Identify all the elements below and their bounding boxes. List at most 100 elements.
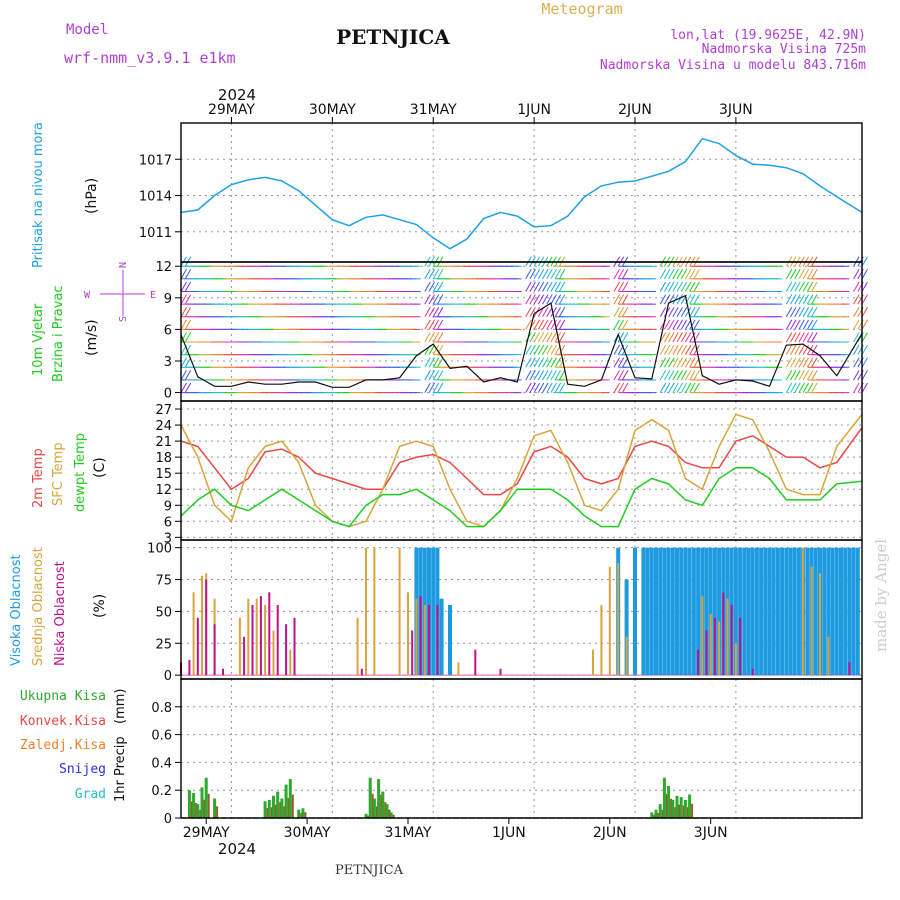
wind-arrow <box>659 344 667 355</box>
mid-cloud-bar <box>373 547 376 676</box>
wind-arrow <box>676 319 683 330</box>
wind-arrow <box>542 344 549 355</box>
wind-arrow <box>861 332 868 343</box>
low-cloud-bar <box>713 617 716 676</box>
wind-arrow <box>798 306 805 318</box>
wind-arrow <box>424 269 431 280</box>
wind-arrow <box>432 294 440 305</box>
wind-arrow <box>542 382 549 393</box>
wind-arrow <box>184 370 192 381</box>
wind-arrow <box>861 256 868 267</box>
wind-arrow <box>794 294 801 305</box>
wind-arrow <box>785 319 793 330</box>
wind-arrow <box>790 370 797 381</box>
low-cloud-bar <box>411 630 414 676</box>
wind-arrow <box>672 332 679 343</box>
wind-arrow <box>689 382 696 393</box>
day-tick-label-top: 3JUN <box>719 102 753 118</box>
wind-arrow <box>537 382 545 393</box>
precip-bar <box>683 799 687 818</box>
wind-arrow <box>533 269 541 280</box>
high-cloud-bar <box>670 547 675 676</box>
wind-unit: (m/s) <box>84 319 100 356</box>
wind-arrow <box>676 382 683 393</box>
wind-arrow <box>785 281 793 292</box>
wind-arrow <box>621 370 629 381</box>
wind-arrow <box>542 370 549 381</box>
wind-arrow <box>184 332 192 343</box>
mid-cloud-bar <box>709 614 712 676</box>
wind-arrow <box>806 344 814 355</box>
wind-arrow <box>794 319 801 330</box>
wind-arrow <box>613 306 620 318</box>
y-tick-label: 0.4 <box>151 756 172 771</box>
wind-arrow <box>428 357 435 368</box>
wind-arrow <box>680 269 688 280</box>
precip-bar-conv <box>384 802 387 818</box>
y-tick-label: 6 <box>164 323 172 338</box>
precip-bar <box>280 798 284 818</box>
wind-arrow <box>613 319 620 330</box>
cloud-unit: (%) <box>92 594 108 618</box>
wind-arrow <box>693 382 700 393</box>
wind-arrow <box>668 357 675 368</box>
wind-arrow <box>428 306 435 318</box>
precip-bar <box>658 804 662 818</box>
y-tick-label: 50 <box>155 605 172 620</box>
wind-arrow <box>537 281 545 292</box>
high-cloud-bar <box>780 547 785 676</box>
wind-arrow <box>806 357 814 368</box>
precip-bar <box>377 779 381 818</box>
wind-arrow <box>659 269 667 280</box>
mid-cloud-bar <box>356 617 359 676</box>
wind-arrow <box>790 332 797 343</box>
wind-arrow <box>811 344 818 355</box>
wind-arrow <box>546 294 553 305</box>
precip-bar-conv <box>300 813 303 818</box>
wind-arrow <box>546 319 553 330</box>
wind-arrow <box>685 382 692 393</box>
high-cloud-bar <box>750 547 755 676</box>
precip-bar-conv <box>678 804 681 818</box>
wind-arrow <box>613 344 620 355</box>
wind-arrow <box>689 294 696 305</box>
day-tick-label-bottom: 2JUN <box>593 825 627 841</box>
wind-arrow <box>663 294 671 305</box>
sfc-temp-line <box>180 413 863 528</box>
wind-arrow <box>806 306 814 318</box>
wind-arrow <box>802 281 810 292</box>
high-cloud-bar <box>641 547 646 676</box>
wind-arrow <box>546 344 553 355</box>
wind-arrow <box>798 382 805 393</box>
wind-arrow <box>806 294 814 305</box>
high-cloud-bar <box>839 547 843 676</box>
y-tick-label: 0.6 <box>151 729 172 744</box>
y-tick-label: 1017 <box>139 153 172 168</box>
wind-arrow <box>537 294 545 305</box>
wind-arrow <box>811 294 818 305</box>
wind-arrow <box>428 281 435 292</box>
high-cloud-bar <box>813 547 818 676</box>
wind-arrow <box>537 269 545 280</box>
y-tick-label: 75 <box>155 574 172 589</box>
wind-arrow <box>663 370 671 381</box>
wind-arrow <box>537 370 545 381</box>
day-tick-label-top: 31MAY <box>410 102 457 118</box>
day-tick-label-bottom: 1JUN <box>492 825 526 841</box>
wind-arrow <box>811 370 818 381</box>
high-cloud-bar <box>796 547 801 676</box>
precip-bar <box>276 791 280 818</box>
y-tick-label: 25 <box>155 637 172 652</box>
wind-arrow <box>802 370 810 381</box>
mid-cloud-bar <box>407 592 409 676</box>
y-tick-label: 12 <box>155 483 172 498</box>
wind-arrow <box>537 319 545 330</box>
wind-arrow <box>672 344 679 355</box>
pressure-unit: (hPa) <box>84 178 100 214</box>
y-tick-label: 9 <box>164 292 172 307</box>
wind-arrow <box>672 306 679 318</box>
mid-cloud-bar <box>415 598 418 676</box>
wind-arrow <box>613 370 620 381</box>
wind-arrow <box>853 306 860 318</box>
